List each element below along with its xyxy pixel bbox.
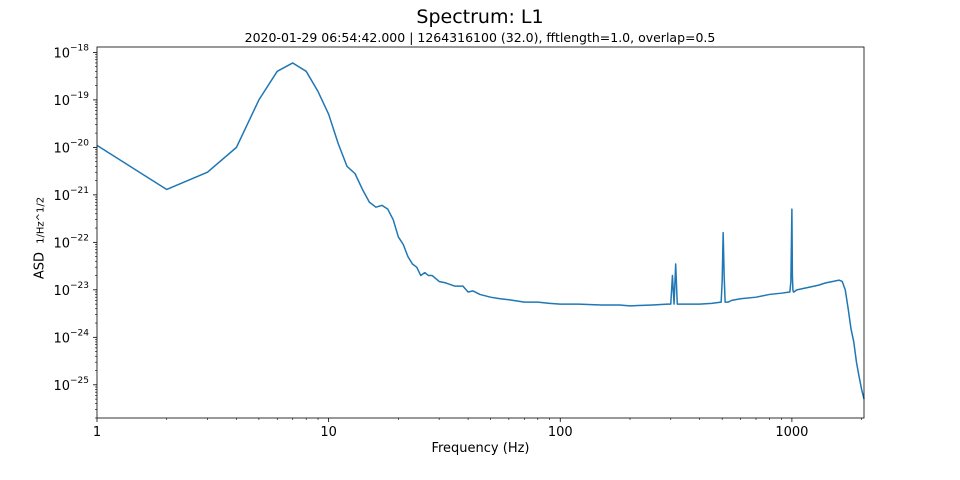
x-tick-label: 10 (320, 425, 337, 440)
x-axis: 1 10 100 1000 (93, 418, 862, 440)
y-axis-label-text: ASD (32, 251, 48, 280)
y-tick-label: 10−20 (53, 138, 89, 156)
x-tick-label: 1 (93, 425, 101, 440)
x-axis-label: Frequency (Hz) (431, 441, 530, 456)
y-tick-label: 10−24 (53, 328, 89, 346)
y-axis-label-unit: 1/Hz^1/2 (35, 196, 47, 244)
y-tick-label: 10−23 (53, 281, 89, 299)
y-tick-label: 10−19 (53, 91, 89, 109)
x-tick-label: 100 (548, 425, 573, 440)
asd-series-line (96, 62, 865, 400)
plot-area (96, 62, 865, 400)
chart-title: Spectrum: L1 (416, 6, 544, 28)
chart-subtitle: 2020-01-29 06:54:42.000 | 1264316100 (32… (244, 30, 716, 45)
y-tick-label: 10−21 (53, 186, 89, 204)
y-tick-label: 10−25 (53, 376, 89, 394)
y-axis: 10−25 10−24 10−23 10−22 10−21 10−20 10−19 10−18 (53, 43, 97, 419)
x-tick-label: 1000 (775, 425, 808, 440)
y-tick-label: 10−18 (53, 43, 89, 61)
plot-frame (96, 46, 865, 419)
y-tick-label: 10−22 (53, 233, 89, 251)
y-axis-label: ASD 1/Hz^1/2 (33, 197, 48, 279)
